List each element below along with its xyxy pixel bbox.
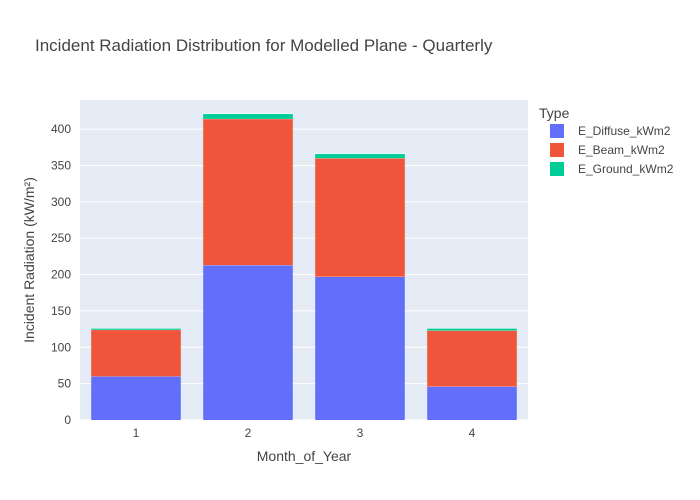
y-tick-label: 200 [51, 268, 71, 282]
bar-segment-E_Ground_kWm2-1[interactable] [91, 328, 181, 330]
x-tick-label: 2 [245, 426, 252, 440]
legend: Type E_Diffuse_kWm2 E_Beam_kWm2 E_Ground_k… [539, 105, 674, 176]
bar-segment-E_Diffuse_kWm2-3[interactable] [315, 276, 405, 420]
x-tick-label: 3 [357, 426, 364, 440]
y-tick-label: 300 [51, 195, 71, 209]
chart-title: Incident Radiation Distribution for Mode… [35, 36, 493, 55]
y-tick-label: 400 [51, 122, 71, 136]
y-tick-label: 350 [51, 158, 71, 172]
y-axis-title: Incident Radiation (kW/m²) [21, 177, 37, 343]
legend-label-E_Diffuse_kWm2[interactable]: E_Diffuse_kWm2 [578, 124, 671, 138]
bar-segment-E_Ground_kWm2-2[interactable] [203, 113, 293, 119]
y-tick-label: 150 [51, 304, 71, 318]
bar-segment-E_Ground_kWm2-3[interactable] [315, 153, 405, 159]
legend-label-E_Ground_kWm2[interactable]: E_Ground_kWm2 [578, 162, 674, 176]
bar-segment-E_Diffuse_kWm2-2[interactable] [203, 265, 293, 420]
y-tick-label: 100 [51, 340, 71, 354]
bar-segment-E_Beam_kWm2-2[interactable] [203, 118, 293, 266]
legend-swatch-E_Beam_kWm2[interactable] [550, 143, 564, 157]
y-tick-label: 250 [51, 231, 71, 245]
bar-segment-E_Diffuse_kWm2-1[interactable] [91, 376, 181, 420]
x-axis-title: Month_of_Year [257, 448, 352, 464]
legend-swatch-E_Diffuse_kWm2[interactable] [550, 124, 564, 138]
y-axis-ticks: 0 50 100 150 200 250 300 350 400 [51, 122, 71, 427]
x-tick-label: 1 [133, 426, 140, 440]
legend-label-E_Beam_kWm2[interactable]: E_Beam_kWm2 [578, 143, 665, 157]
bar-segment-E_Diffuse_kWm2-4[interactable] [427, 386, 517, 420]
y-tick-label: 0 [64, 413, 71, 427]
bars-layer [91, 113, 517, 420]
bar-segment-E_Beam_kWm2-1[interactable] [91, 329, 181, 377]
x-axis-ticks: 1 2 3 4 [133, 426, 476, 440]
legend-swatch-E_Ground_kWm2[interactable] [550, 162, 564, 176]
bar-segment-E_Beam_kWm2-3[interactable] [315, 158, 405, 277]
y-tick-label: 50 [58, 377, 72, 391]
bar-segment-E_Beam_kWm2-4[interactable] [427, 330, 517, 387]
legend-title: Type [539, 105, 570, 121]
x-tick-label: 4 [469, 426, 476, 440]
bar-segment-E_Ground_kWm2-4[interactable] [427, 328, 517, 331]
